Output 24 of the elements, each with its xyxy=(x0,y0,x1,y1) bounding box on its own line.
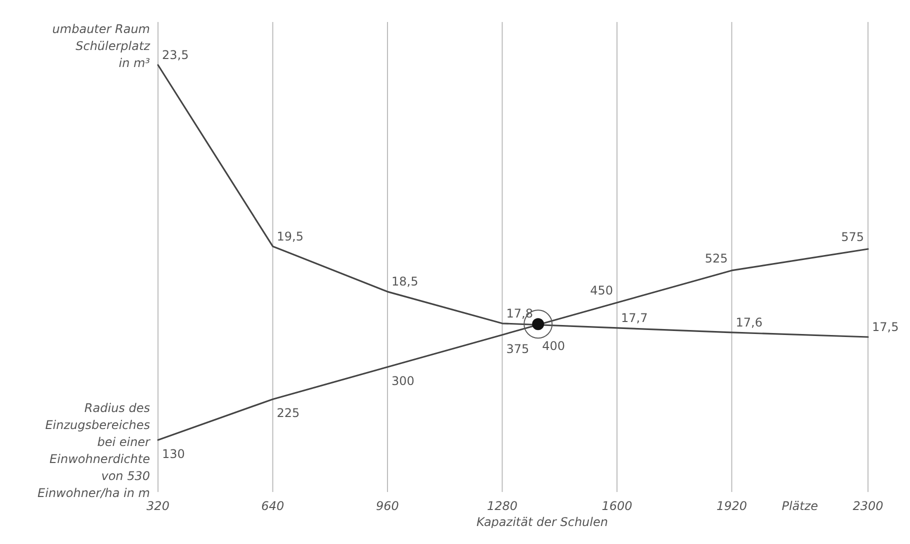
data-label: 575 xyxy=(841,230,864,244)
x-tick-label: 1280 xyxy=(486,499,518,513)
x-tick-label: 640 xyxy=(261,499,285,513)
x-tick-label: 1600 xyxy=(602,499,633,513)
x-tick-label: 960 xyxy=(376,499,400,513)
data-label: 225 xyxy=(276,406,300,420)
data-label: 17,5 xyxy=(872,320,899,334)
data-label: 450 xyxy=(590,284,613,298)
data-label: 23,5 xyxy=(162,48,189,62)
x-tick-label: 2300 xyxy=(852,499,884,513)
x-tick-label: 1920 xyxy=(716,499,748,513)
data-label: 525 xyxy=(704,251,728,266)
x-tick-label: 320 xyxy=(146,499,170,513)
data-label: 19,5 xyxy=(276,229,304,244)
text: Plätze xyxy=(782,499,818,513)
series-label: Radius des Einzugsbereiches bei einer Einwohnerdichte von 530 Einwohner/ha in m xyxy=(38,401,152,500)
series-label: umbauter Raum Schülerplatz in m³ xyxy=(52,22,151,70)
data-label: 400 xyxy=(542,339,566,354)
data-label: 130 xyxy=(162,447,185,461)
data-label: 375 xyxy=(506,342,530,356)
data-label: 18,5 xyxy=(391,274,418,289)
data-label: 17,7 xyxy=(620,310,648,325)
data-label: 17,6 xyxy=(736,315,762,330)
data-label: 300 xyxy=(391,374,414,388)
